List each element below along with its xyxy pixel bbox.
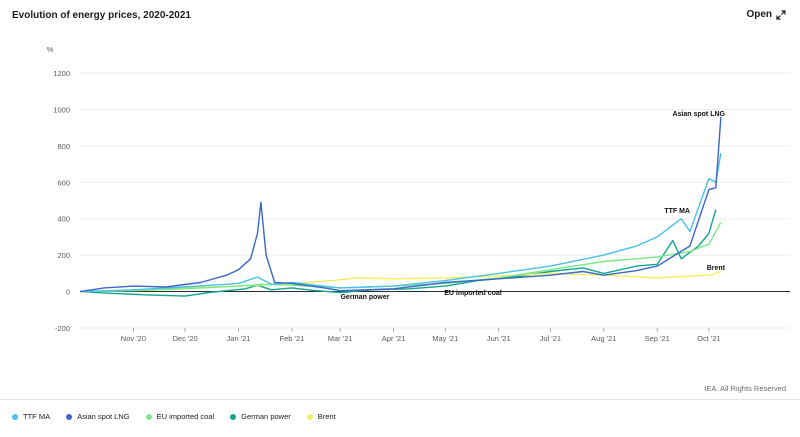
annotation-brent: Brent <box>707 265 726 272</box>
legend-item-eu-imported-coal[interactable]: EU imported coal <box>145 412 215 421</box>
x-tick-label: Jan '21 <box>227 334 251 343</box>
legend-item-ttf-ma[interactable]: TTF MA <box>12 412 50 421</box>
legend-label: Asian spot LNG <box>77 412 130 421</box>
legend-item-brent[interactable]: Brent <box>306 412 336 421</box>
y-axis-ticks: -200 0 200 400 600 800 1000 1200 <box>53 69 70 333</box>
x-tick-label: Apr '21 <box>382 334 406 343</box>
y-tick-label: 600 <box>57 178 70 187</box>
legend-label: Brent <box>317 412 336 421</box>
y-tick-label: 400 <box>57 215 70 224</box>
x-tick-label: Sep '21 <box>645 334 670 343</box>
open-button[interactable]: Open <box>746 9 786 20</box>
legend-dot-icon <box>230 413 237 420</box>
x-tick-label: Nov '20 <box>121 334 146 343</box>
series-annotations: Asian spot LNG TTF MA Brent German power EU … <box>340 111 725 301</box>
annotation-ttf-ma: TTF MA <box>664 208 690 215</box>
x-tick-label: Mar '21 <box>328 334 353 343</box>
x-tick-label: Jun '21 <box>487 334 511 343</box>
x-axis-ticks: Nov '20 Dec '20 Jan '21 Feb '21 Mar '21 Apr '… <box>121 328 721 343</box>
y-axis-label: % <box>47 45 54 54</box>
series-line-ttf-ma[interactable] <box>79 152 722 293</box>
series-lines <box>79 116 722 297</box>
x-tick-label: Dec '20 <box>172 334 197 343</box>
x-tick-label: Jul '21 <box>540 334 561 343</box>
x-tick-label: Feb '21 <box>280 334 305 343</box>
series-line-asian-spot-lng[interactable] <box>79 116 722 293</box>
annotation-eu-imported-coal: EU imported coal <box>444 290 502 297</box>
legend-item-german-power[interactable]: German power <box>230 412 291 421</box>
open-label: Open <box>746 9 772 20</box>
legend-item-asian-spot-lng[interactable]: Asian spot LNG <box>66 412 130 421</box>
annotation-asian-spot-lng: Asian spot LNG <box>672 111 725 118</box>
legend-label: EU imported coal <box>156 412 215 421</box>
legend-label: German power <box>241 412 291 421</box>
annotation-german-power: German power <box>340 294 389 301</box>
legend-dot-icon <box>145 413 152 420</box>
divider <box>0 399 800 400</box>
x-tick-label: Oct '21 <box>697 334 721 343</box>
y-tick-label: 0 <box>66 288 70 297</box>
legend-dot-icon <box>66 413 73 420</box>
grid <box>80 72 790 329</box>
copyright-credit: IEA. All Rights Reserved <box>704 384 786 393</box>
legend-label: TTF MA <box>23 412 51 421</box>
chart-title: Evolution of energy prices, 2020-2021 <box>12 10 191 21</box>
x-tick-label: May '21 <box>432 334 458 343</box>
legend-dot-icon <box>12 413 18 420</box>
series-line-german-power[interactable] <box>79 209 717 297</box>
y-tick-label: 1000 <box>53 105 70 114</box>
y-tick-label: 800 <box>57 142 70 151</box>
y-tick-label: 200 <box>57 251 70 260</box>
expand-icon <box>776 9 786 20</box>
y-tick-label: 1200 <box>53 69 70 78</box>
y-tick-label: -200 <box>55 324 70 333</box>
x-tick-label: Aug '21 <box>591 334 616 343</box>
series-line-eu-imported-coal[interactable] <box>79 222 722 293</box>
legend: TTF MA Asian spot LNG EU imported coal Germ… <box>12 412 336 421</box>
line-chart: -200 0 200 400 600 800 1000 1200 Nov '20 Dec '20… <box>47 45 790 343</box>
legend-dot-icon <box>306 413 313 420</box>
